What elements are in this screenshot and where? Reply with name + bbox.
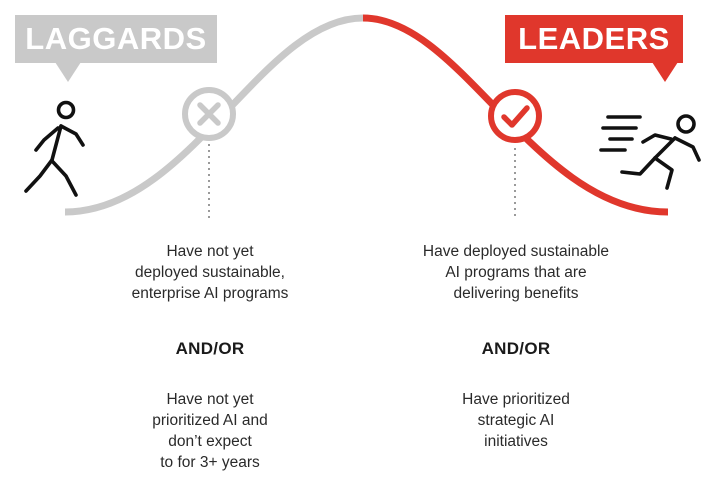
leaders-secondary-line: Have prioritized — [462, 391, 570, 408]
leaders-secondary-description: Have prioritized strategic AI initiative… — [366, 389, 666, 452]
running-person-icon — [599, 114, 701, 190]
leaders-andor-connector: AND/OR — [481, 339, 551, 358]
leaders-description-line: delivering benefits — [453, 285, 579, 302]
laggards-andor-connector: AND/OR — [175, 339, 245, 358]
leaders-description: Have deployed sustainable AI programs th… — [366, 241, 666, 304]
laggards-description-line: enterprise AI programs — [131, 285, 289, 302]
laggards-secondary-description: Have not yet prioritized AI and don’t ex… — [60, 389, 360, 473]
walking-person-icon — [24, 100, 85, 197]
leaders-label: LEADERS — [518, 21, 670, 56]
laggards-secondary-line: Have not yet — [166, 391, 254, 408]
laggards-description-line: Have not yet — [166, 243, 254, 260]
leaders-callout: LEADERS — [505, 15, 683, 82]
leaders-secondary-line: initiatives — [484, 433, 548, 450]
leaders-callout-pointer — [652, 62, 678, 82]
laggards-description-line: deployed sustainable, — [135, 264, 285, 281]
laggards-secondary-line: don’t expect — [168, 433, 252, 450]
laggards-callout: LAGGARDS — [15, 15, 217, 82]
laggards-callout-pointer — [55, 62, 81, 82]
leaders-secondary-line: strategic AI — [477, 412, 555, 429]
laggards-secondary-line: to for 3+ years — [160, 454, 260, 471]
check-circle-icon — [488, 89, 542, 143]
laggards-secondary-line: prioritized AI and — [152, 412, 268, 429]
laggards-label: LAGGARDS — [25, 21, 207, 56]
laggards-description: Have not yet deployed sustainable, enter… — [60, 241, 360, 304]
leaders-description-line: Have deployed sustainable — [422, 243, 610, 260]
x-circle-icon — [182, 87, 236, 141]
leaders-description-line: AI programs that are — [445, 264, 587, 281]
